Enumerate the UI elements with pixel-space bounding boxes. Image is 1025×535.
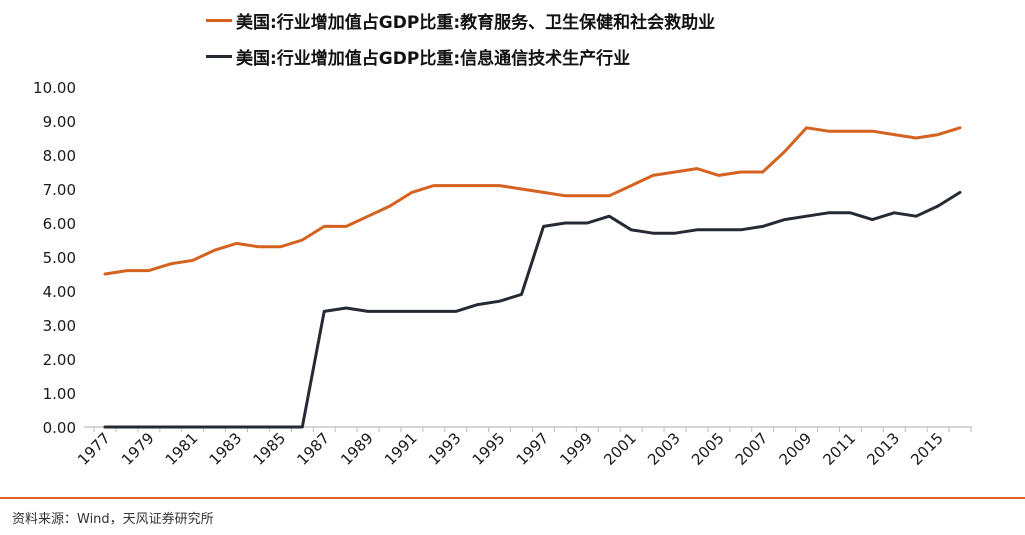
y-tick-label: 2.00 xyxy=(43,351,76,369)
x-tick-label: 2013 xyxy=(863,429,903,469)
legend-item-education-health: 美国:行业增加值占GDP比重:教育服务、卫生保健和社会救助业 xyxy=(206,8,715,33)
x-tick-label: 1989 xyxy=(337,429,377,469)
legend-label-education-health: 美国:行业增加值占GDP比重:教育服务、卫生保健和社会救助业 xyxy=(236,13,716,33)
y-tick-label: 0.00 xyxy=(43,419,76,437)
legend-swatch-dark xyxy=(206,55,232,58)
source-note: 资料来源：Wind，天风证券研究所 xyxy=(12,512,214,527)
legend-label-ict-production: 美国:行业增加值占GDP比重:信息通信技术生产行业 xyxy=(236,49,631,69)
y-axis: 0.00 1.00 2.00 3.00 4.00 5.00 6.00 7.00 8.00 9.00… xyxy=(33,79,76,437)
x-tick-label: 1979 xyxy=(118,429,158,469)
legend-item-ict-production: 美国:行业增加值占GDP比重:信息通信技术生产行业 xyxy=(206,44,630,69)
x-tick-label: 1999 xyxy=(556,429,596,469)
y-tick-label: 10.00 xyxy=(33,79,76,97)
y-tick-label: 1.00 xyxy=(43,385,76,403)
x-tick-label: 1983 xyxy=(206,429,246,469)
x-tick-label: 1987 xyxy=(293,429,333,469)
y-tick-label: 3.00 xyxy=(43,317,76,335)
x-tick-label: 2001 xyxy=(600,429,640,469)
y-tick-label: 5.00 xyxy=(43,249,76,267)
x-tick-label: 1991 xyxy=(381,429,421,469)
x-tick-label: 2011 xyxy=(819,429,859,469)
x-tick-label: 1981 xyxy=(162,429,202,469)
x-tick-label: 1993 xyxy=(425,429,465,469)
series-layer xyxy=(103,126,962,429)
x-tick-label: 1995 xyxy=(469,429,509,469)
y-tick-label: 8.00 xyxy=(43,147,76,165)
x-tick-label: 2009 xyxy=(776,429,816,469)
y-tick-label: 7.00 xyxy=(43,181,76,199)
y-tick-label: 9.00 xyxy=(43,113,76,131)
legend-swatch-orange xyxy=(206,19,232,22)
x-tick-label: 1977 xyxy=(74,429,114,469)
y-tick-label: 6.00 xyxy=(43,215,76,233)
x-tick-label: 2003 xyxy=(644,429,684,469)
line-chart: 0.00 1.00 2.00 3.00 4.00 5.00 6.00 7.00 8.00 9.00… xyxy=(33,79,972,469)
x-tick-label: 1997 xyxy=(513,429,553,469)
x-tick-label: 2007 xyxy=(732,429,772,469)
series-line-education-health xyxy=(103,126,962,276)
source-divider xyxy=(0,497,1025,499)
x-tick-label: 2015 xyxy=(907,429,947,469)
x-tick-label: 2005 xyxy=(688,429,728,469)
x-tick-label: 1985 xyxy=(249,429,289,469)
series-line-ict-production xyxy=(103,190,962,429)
x-axis: 1977 1979 1981 1983 1985 1987 1989 1991 1993 1995… xyxy=(74,426,972,469)
y-tick-label: 4.00 xyxy=(43,283,76,301)
